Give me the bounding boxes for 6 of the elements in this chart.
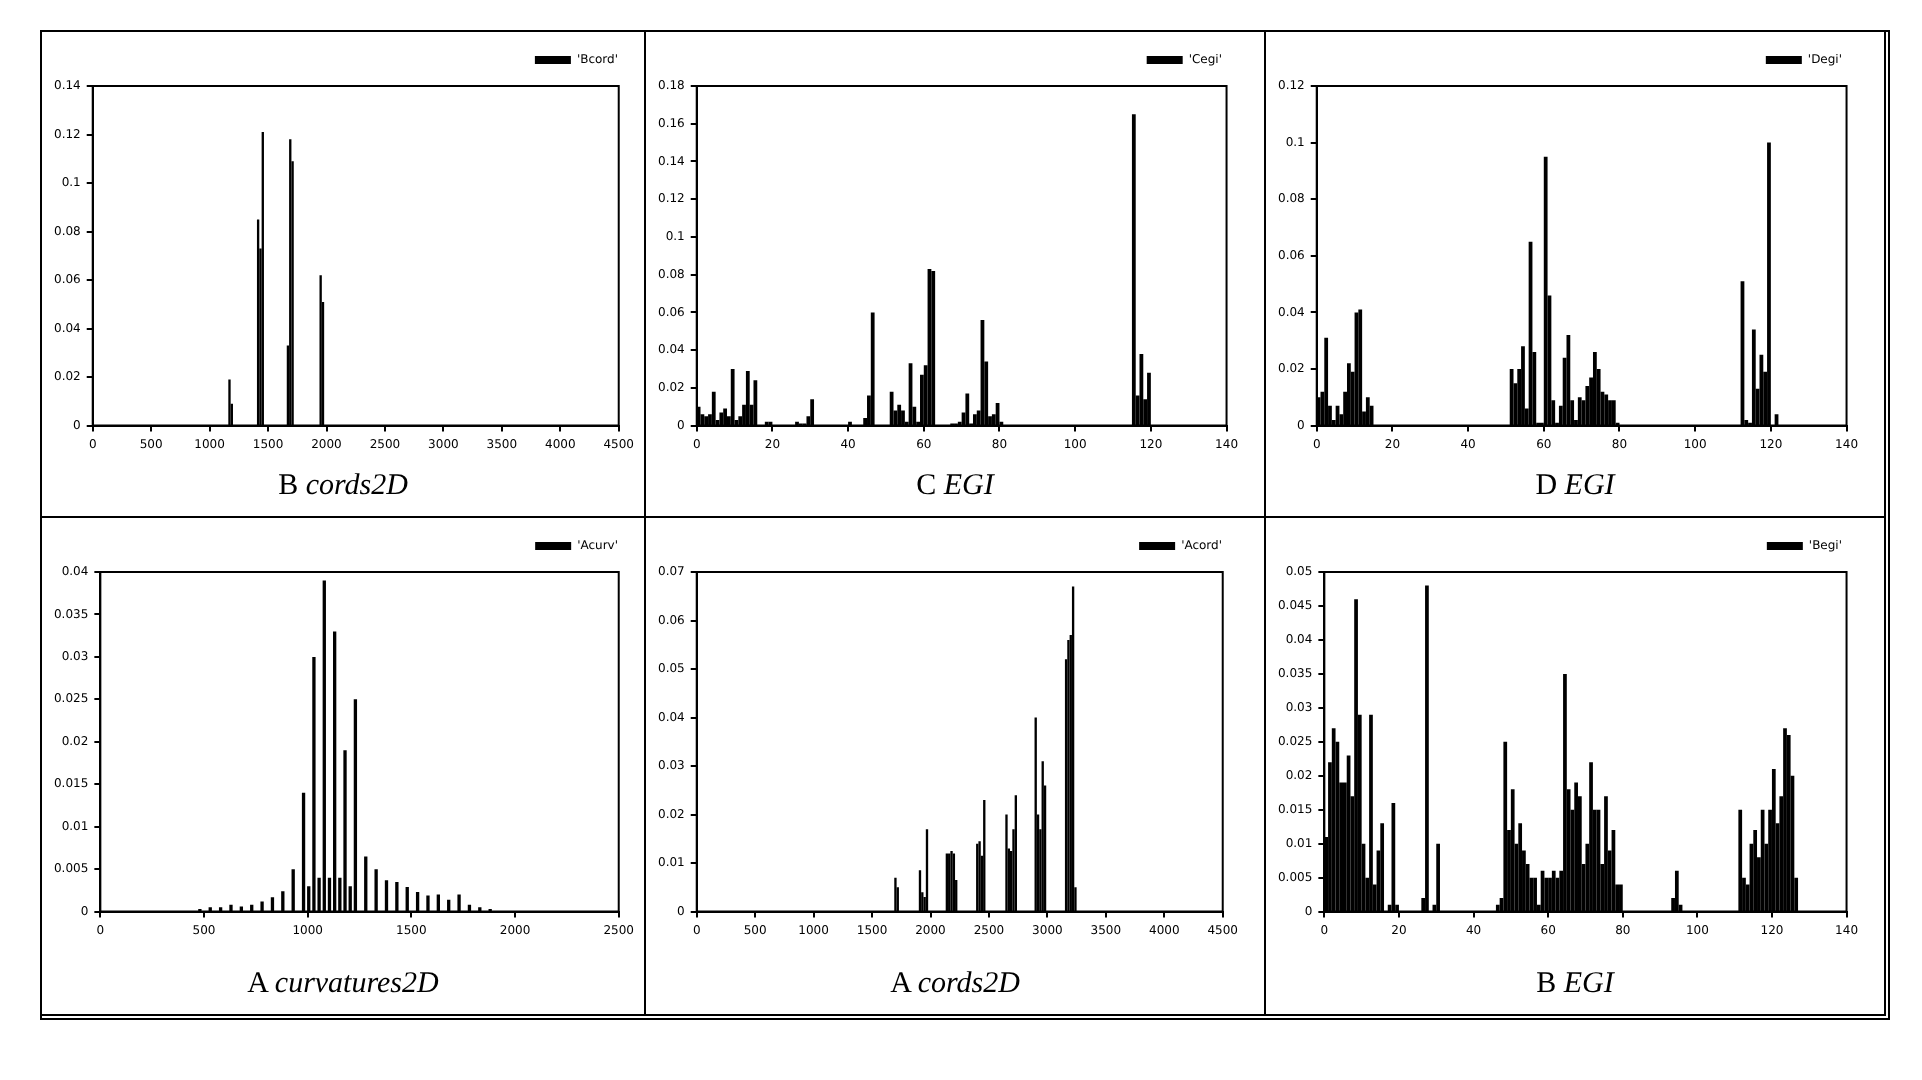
x-axis-title: C EGI [916,470,994,502]
x-axis-title: B cords2D [278,470,408,502]
x-axis-title: A curvatures2D [247,968,439,1000]
x-axis-title: B EGI [1536,968,1614,1000]
x-axis-title: A cords2D [890,968,1020,1000]
x-axis-title: D EGI [1535,470,1615,502]
